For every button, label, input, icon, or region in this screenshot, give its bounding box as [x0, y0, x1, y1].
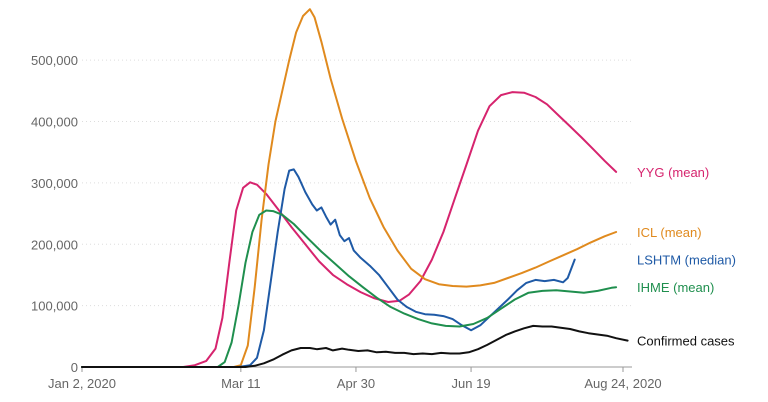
series-label-yyg-mean: YYG (mean)	[637, 165, 709, 180]
y-tick-label: 0	[71, 360, 78, 375]
series-line-ihme-mean	[81, 209, 618, 368]
series-label-icl-mean: ICL (mean)	[637, 225, 702, 240]
x-tick-label: Apr 30	[337, 376, 375, 391]
x-axis-ticks: Jan 2, 2020 Mar 11 Apr 30 Jun 19 Aug 24, 202…	[48, 367, 662, 391]
series-line-confirmed-cases	[81, 324, 629, 368]
x-tick-label: Aug 24, 2020	[584, 376, 661, 391]
series-line-yyg-mean	[81, 91, 618, 368]
series-labels: YYG (mean) ICL (mean) LSHTM (median) IHME (…	[637, 165, 736, 349]
x-tick-label: Jun 19	[452, 376, 491, 391]
x-tick-label: Jan 2, 2020	[48, 376, 116, 391]
x-tick-label: Mar 11	[221, 376, 261, 391]
y-axis-ticks: 0 100,000 200,000 300,000 400,000 500,000	[31, 53, 78, 375]
y-tick-label: 400,000	[31, 115, 78, 130]
y-tick-label: 500,000	[31, 53, 78, 68]
y-tick-label: 100,000	[31, 299, 78, 314]
series-label-ihme-mean: IHME (mean)	[637, 280, 714, 295]
y-tick-label: 300,000	[31, 176, 78, 191]
y-tick-label: 200,000	[31, 237, 78, 252]
series-line-icl-mean	[81, 8, 618, 368]
series-label-confirmed-cases: Confirmed cases	[637, 334, 735, 349]
series-line-lshtm-median	[81, 168, 576, 368]
series-label-lshtm-median: LSHTM (median)	[637, 253, 736, 268]
series-lines	[81, 8, 629, 368]
